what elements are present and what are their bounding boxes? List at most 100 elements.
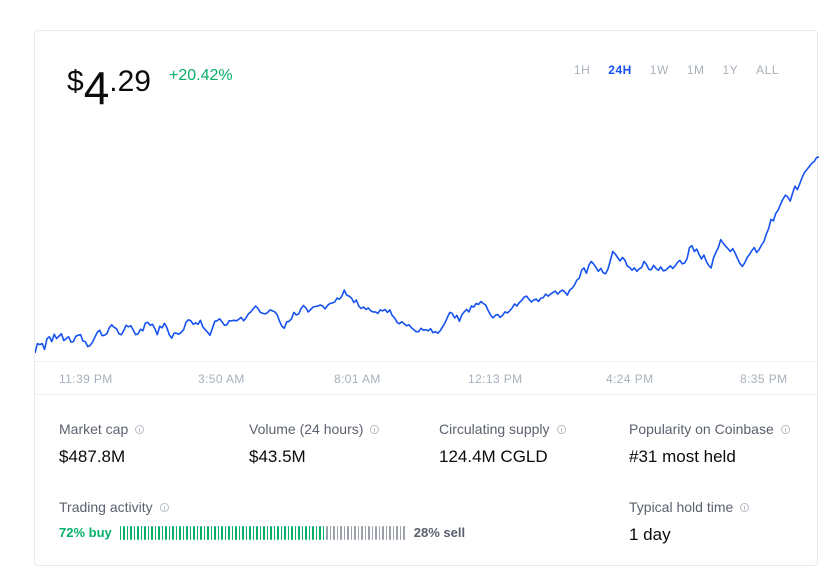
buy-tick: [228, 525, 230, 540]
x-tick-label: 8:01 AM: [334, 372, 381, 386]
buy-tick: [168, 525, 171, 540]
buy-tick: [238, 525, 241, 540]
trading-activity-label: Trading activity: [59, 499, 153, 515]
buy-tick: [179, 525, 181, 540]
price-currency: $: [67, 65, 84, 98]
buy-tick: [165, 525, 167, 540]
buy-tick: [130, 525, 132, 540]
buy-tick: [207, 525, 209, 540]
info-icon[interactable]: [135, 424, 145, 434]
price-chart[interactable]: [35, 127, 819, 361]
sell-tick: [399, 525, 402, 540]
buy-tick: [196, 525, 199, 540]
sell-tick: [350, 525, 353, 540]
sell-tick: [368, 525, 370, 540]
buy-percent: 72% buy: [59, 525, 112, 540]
buy-tick: [210, 525, 213, 540]
popularity-value: #31 most held: [629, 447, 736, 466]
buy-tick: [245, 525, 248, 540]
tab-1m[interactable]: 1M: [686, 63, 705, 77]
buy-tick: [273, 525, 276, 540]
buy-tick: [203, 525, 206, 540]
buy-tick: [200, 525, 202, 540]
hold-time-value: 1 day: [629, 525, 671, 544]
tab-1y[interactable]: 1Y: [722, 63, 739, 77]
buy-tick: [231, 525, 234, 540]
circulating-supply-value: 124.4M CGLD: [439, 447, 548, 466]
time-axis: 11:39 PM 3:50 AM 8:01 AM 12:13 PM 4:24 P…: [35, 361, 819, 395]
price-series-line: [35, 156, 819, 354]
buy-tick: [147, 525, 150, 540]
market-cap-label: Market cap: [59, 421, 129, 437]
buy-tick: [312, 525, 314, 540]
sell-tick: [371, 525, 374, 540]
buy-tick: [252, 525, 255, 540]
info-icon[interactable]: [370, 424, 380, 434]
buy-tick: [217, 525, 220, 540]
hold-time-label: Typical hold time: [629, 499, 734, 515]
sell-tick: [354, 525, 356, 540]
price-decimal: .29: [109, 65, 151, 98]
time-range-tabs: 1H 24H 1W 1M 1Y ALL: [574, 63, 779, 77]
sell-tick: [329, 525, 332, 540]
sell-tick: [403, 525, 405, 540]
sell-tick: [333, 525, 335, 540]
trading-activity: 72% buy 28% sell: [59, 525, 465, 540]
sell-tick: [347, 525, 349, 540]
info-icon[interactable]: [556, 424, 566, 434]
buy-tick: [137, 525, 139, 540]
info-icon[interactable]: [740, 502, 750, 512]
tab-24h[interactable]: 24H: [608, 63, 632, 77]
buy-tick: [319, 525, 321, 540]
sell-tick: [336, 525, 339, 540]
x-tick-label: 12:13 PM: [468, 372, 523, 386]
buy-tick: [277, 525, 279, 540]
buy-tick: [144, 525, 146, 540]
buy-tick: [266, 525, 269, 540]
stat-popularity: Popularity on Coinbase #31 most held: [629, 421, 790, 467]
info-icon[interactable]: [159, 502, 169, 512]
sell-tick: [343, 525, 346, 540]
buy-tick: [158, 525, 160, 540]
x-tick-label: 8:35 PM: [740, 372, 788, 386]
info-icon[interactable]: [780, 424, 790, 434]
buy-tick: [263, 525, 265, 540]
buy-tick: [161, 525, 164, 540]
buy-sell-bar: [119, 525, 405, 540]
buy-tick: [193, 525, 195, 540]
buy-tick: [242, 525, 244, 540]
buy-tick: [182, 525, 185, 540]
price-integer: 4: [83, 62, 110, 114]
volume-label: Volume (24 hours): [249, 421, 364, 437]
buy-tick: [154, 525, 157, 540]
buy-tick: [305, 525, 307, 540]
buy-tick: [172, 525, 174, 540]
price-chart-svg: [35, 156, 819, 354]
sell-tick: [364, 525, 367, 540]
buy-tick: [186, 525, 188, 540]
buy-tick: [126, 525, 129, 540]
stat-hold-time: Typical hold time 1 day: [629, 499, 750, 545]
buy-tick: [291, 525, 293, 540]
stat-volume: Volume (24 hours) $43.5M: [249, 421, 380, 467]
price-chart-card: $ 4 .29 +20.42% 1H 24H 1W 1M 1Y ALL 11:3…: [34, 30, 819, 567]
buy-tick: [294, 525, 297, 540]
stat-circulating-supply: Circulating supply 124.4M CGLD: [439, 421, 566, 467]
sell-tick: [396, 525, 398, 540]
asset-stats: Market cap $487.8M Volume (24 hours) $43…: [35, 395, 819, 567]
current-price: $ 4 .29: [67, 61, 151, 111]
tab-1w[interactable]: 1W: [649, 63, 669, 77]
tab-1h[interactable]: 1H: [573, 63, 591, 77]
price-change: +20.42%: [169, 67, 233, 84]
buy-tick: [270, 525, 272, 540]
sell-tick: [385, 525, 388, 540]
sell-tick: [357, 525, 360, 540]
buy-tick: [301, 525, 304, 540]
x-tick-label: 3:50 AM: [198, 372, 245, 386]
sell-percent: 28% sell: [413, 525, 466, 540]
sell-tick: [375, 525, 377, 540]
tab-all[interactable]: ALL: [756, 63, 779, 77]
sell-tick: [378, 525, 381, 540]
buy-tick: [235, 525, 237, 540]
buy-tick: [175, 525, 178, 540]
